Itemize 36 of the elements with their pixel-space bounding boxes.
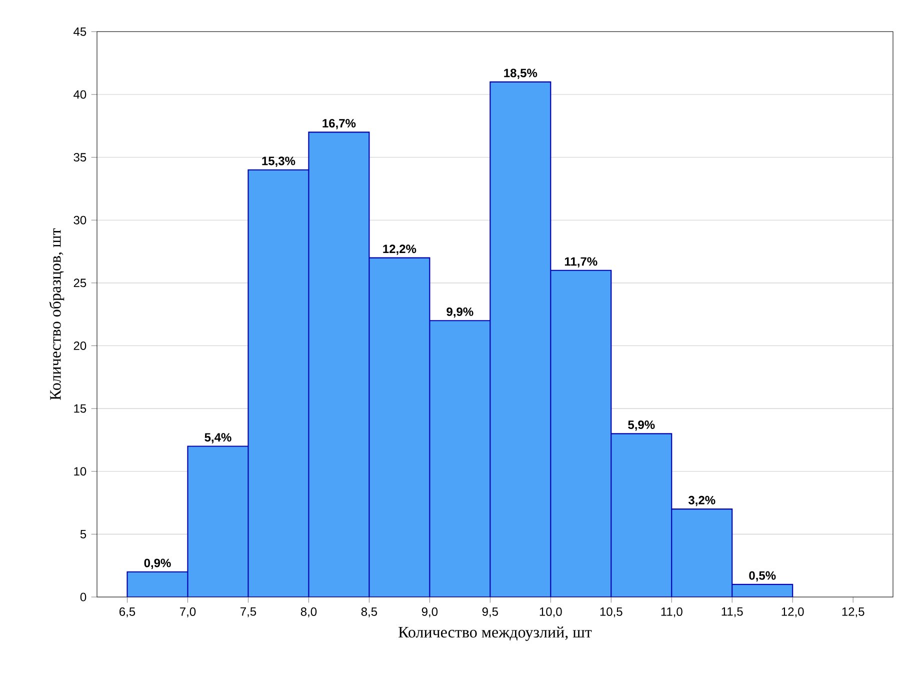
y-tick-label: 5 (80, 530, 86, 538)
x-tick-label: 7,5 (240, 607, 256, 618)
y-tick-label: 20 (74, 341, 86, 350)
annotation: 9,9% (446, 307, 474, 318)
x-axis-title: Количество междоузлий, шт (398, 626, 592, 641)
annotation: 11,7% (564, 257, 598, 268)
y-tick-label: 35 (74, 153, 86, 162)
annotation: 18,5% (504, 68, 538, 79)
annotation: 3,2% (688, 496, 716, 506)
y-axis-title: Количество образцов, шт (49, 228, 64, 400)
x-tick-label: 8,0 (300, 607, 317, 618)
x-tick-label: 6,5 (120, 607, 136, 618)
annotation: 15,3% (262, 156, 296, 167)
y-tick-label: 10 (74, 467, 86, 476)
annotation: 12,2% (383, 244, 416, 255)
y-tick-label: 25 (74, 278, 86, 288)
x-tick-label: 7,0 (180, 607, 196, 618)
x-tick-label: 9,0 (422, 607, 438, 618)
y-tick-label: 0 (80, 592, 86, 602)
x-tick-label: 11,5 (722, 607, 743, 618)
y-tick-label: 30 (74, 216, 86, 224)
x-tick-label: 9,5 (482, 607, 498, 618)
y-tick-label: 40 (74, 90, 86, 99)
annotation: 0,5% (749, 571, 776, 582)
x-tick-label: 12,5 (842, 607, 864, 618)
annotation: 5,9% (628, 420, 655, 431)
x-tick-label: 12,0 (782, 607, 804, 618)
y-tick-label: 15 (74, 404, 86, 413)
x-tick-label: 8,5 (361, 607, 378, 618)
annotation: 16,7% (322, 118, 356, 130)
x-tick-label: 10,0 (540, 607, 562, 618)
x-tick-label: 11,0 (661, 607, 682, 618)
annotation: 5,4% (204, 433, 232, 444)
y-tick-label: 45 (74, 27, 86, 36)
x-tick-label: 10,5 (600, 607, 622, 618)
annotation: 0,9% (144, 558, 171, 569)
